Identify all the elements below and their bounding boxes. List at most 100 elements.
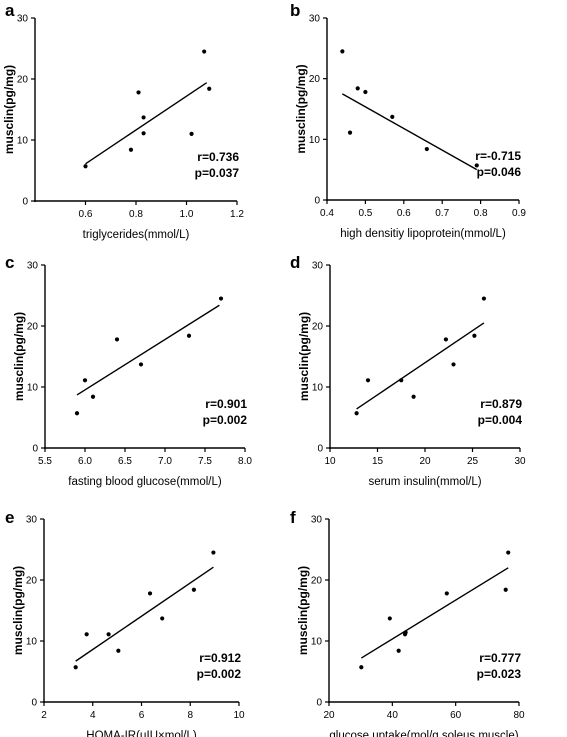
panel-c-data-point	[114, 337, 120, 342]
panel-c-data-point	[218, 296, 224, 301]
panel-f-data-point	[403, 630, 408, 635]
panel-c-p-value: p=0.002	[203, 413, 248, 427]
panel-c-y-axis-label: musclin(pg/mg)	[12, 312, 26, 401]
panel-f-data-point	[444, 591, 449, 596]
panel-b-y-tick-label: 10	[309, 135, 321, 146]
panel-d-data-point	[481, 296, 486, 301]
panel-a-r-value: r=0.736	[197, 150, 239, 164]
panel-d-p-value: p=0.004	[478, 413, 523, 427]
panel-a-data-point	[141, 115, 146, 120]
panel-c-letter: c	[5, 253, 14, 272]
panel-f-regression-line	[360, 567, 509, 659]
panel-a-p-value: p=0.037	[195, 166, 240, 180]
panel-c-x-tick-label: 6.0	[78, 456, 92, 467]
panel-d-regression-line	[356, 322, 485, 410]
panel-d-y-tick-label: 10	[312, 383, 324, 394]
panel-a-data-point	[128, 147, 134, 152]
panel-e-regression-line	[75, 566, 214, 662]
panel-d-y-tick-label: 30	[312, 261, 324, 272]
panel-e-r-value: r=0.912	[199, 651, 241, 665]
panel-c-x-tick-label: 8.0	[238, 456, 252, 467]
panel-f-data-point	[359, 665, 364, 670]
panel-e-data-point	[84, 632, 89, 637]
panel-a-x-tick-label: 1.2	[230, 209, 244, 220]
panel-f-x-tick-label: 40	[387, 710, 399, 721]
panel-a-y-tick-label: 10	[17, 136, 29, 147]
panel-b-regression-line	[342, 93, 478, 171]
panel-c-x-tick-label: 7.5	[198, 456, 212, 467]
panel-c-regression-line	[76, 304, 220, 396]
panel-a-y-tick-label: 20	[17, 75, 29, 86]
panel-b-x-tick-label: 0.4	[320, 208, 334, 219]
panel-c-data-point	[90, 394, 96, 399]
panel-f-y-tick-label: 30	[311, 515, 323, 526]
panel-d-x-tick-label: 15	[372, 456, 384, 467]
panel-f-x-axis-label: glucose uptake(mol/g soleus muscle)	[329, 730, 518, 737]
panel-a-data-point	[136, 90, 141, 95]
panel-e-y-tick-label: 10	[26, 637, 38, 648]
panel-e-y-axis-label: musclin(pg/mg)	[11, 566, 25, 655]
panel-a-data-point	[141, 131, 146, 136]
panel-d-y-axis-label: musclin(pg/mg)	[297, 312, 311, 401]
panel-b-x-tick-label: 0.6	[397, 208, 411, 219]
panel-b-data-point	[474, 163, 479, 168]
panel-b-data-point	[347, 130, 353, 135]
panel-e-data-point	[211, 550, 216, 555]
panel-d-x-tick-label: 10	[324, 456, 336, 467]
panel-e-data-point	[73, 665, 78, 670]
panel-b-r-value: r=-0.715	[475, 149, 521, 163]
panel-a-regression-line	[85, 82, 208, 165]
panel-c-data-point	[82, 378, 88, 383]
panel-c-x-axis-label: fasting blood glucose(mmol/L)	[68, 476, 222, 488]
panel-b-y-axis-label: musclin(pg/mg)	[294, 64, 308, 153]
panel-b-x-tick-label: 0.8	[474, 208, 488, 219]
panel-c-y-tick-label: 0	[32, 444, 38, 455]
panel-b-data-point	[390, 114, 395, 119]
panel-d-y-tick-label: 0	[317, 444, 323, 455]
panel-b-x-tick-label: 0.7	[435, 208, 449, 219]
panel-e-x-tick-label: 10	[233, 710, 245, 721]
panel-a-x-tick-label: 0.6	[79, 209, 93, 220]
panel-f-letter: f	[290, 508, 296, 527]
panel-d-x-tick-label: 25	[467, 456, 479, 467]
panel-e-data-point	[191, 587, 197, 592]
panel-f-x-tick-label: 60	[450, 710, 462, 721]
panel-e-y-tick-label: 20	[26, 576, 38, 587]
panel-a-x-tick-label: 1.0	[180, 209, 194, 220]
panel-c-data-point	[74, 411, 80, 416]
panel-b-data-point	[424, 146, 429, 152]
panel-e-data-point	[147, 591, 153, 596]
panel-e-x-tick-label: 4	[90, 710, 96, 721]
panel-e-data-point	[116, 648, 121, 653]
panel-d-data-point	[354, 411, 359, 416]
panel-e-letter: e	[5, 508, 14, 527]
panel-f-y-axis-label: musclin(pg/mg)	[296, 566, 310, 655]
panel-c-x-tick-label: 5.5	[38, 456, 52, 467]
panel-a-data-point	[207, 86, 212, 91]
panel-d-data-point	[472, 333, 477, 338]
panel-d-x-tick-label: 20	[419, 456, 431, 467]
panel-f-p-value: p=0.023	[477, 667, 522, 681]
panel-b-p-value: p=0.046	[477, 165, 522, 179]
panel-d-r-value: r=0.879	[480, 397, 522, 411]
panel-f-data-point	[387, 616, 392, 621]
panel-a-y-tick-label: 30	[17, 14, 29, 25]
panel-d-x-axis-label: serum insulin(mmol/L)	[368, 476, 481, 488]
panel-b-y-tick-label: 30	[309, 14, 321, 25]
panel-b-x-tick-label: 0.5	[358, 208, 372, 219]
panel-e-x-tick-label: 8	[187, 710, 193, 721]
panel-d-letter: d	[290, 253, 300, 272]
panel-f-y-tick-label: 20	[311, 576, 323, 587]
panel-a-x-axis-label: triglycerides(mmol/L)	[83, 229, 190, 241]
panel-b-y-tick-label: 0	[314, 196, 320, 207]
panel-e-p-value: p=0.002	[197, 667, 242, 681]
panel-b-data-point	[340, 49, 345, 54]
panel-e-data-point	[160, 616, 165, 621]
panel-b-letter: b	[290, 1, 300, 20]
panel-c-y-tick-label: 30	[27, 261, 39, 272]
panel-a-data-point	[189, 131, 194, 136]
panel-c-data-point	[186, 333, 192, 338]
panel-b-data-point	[363, 89, 368, 95]
panel-d-x-tick-label: 30	[514, 456, 526, 467]
